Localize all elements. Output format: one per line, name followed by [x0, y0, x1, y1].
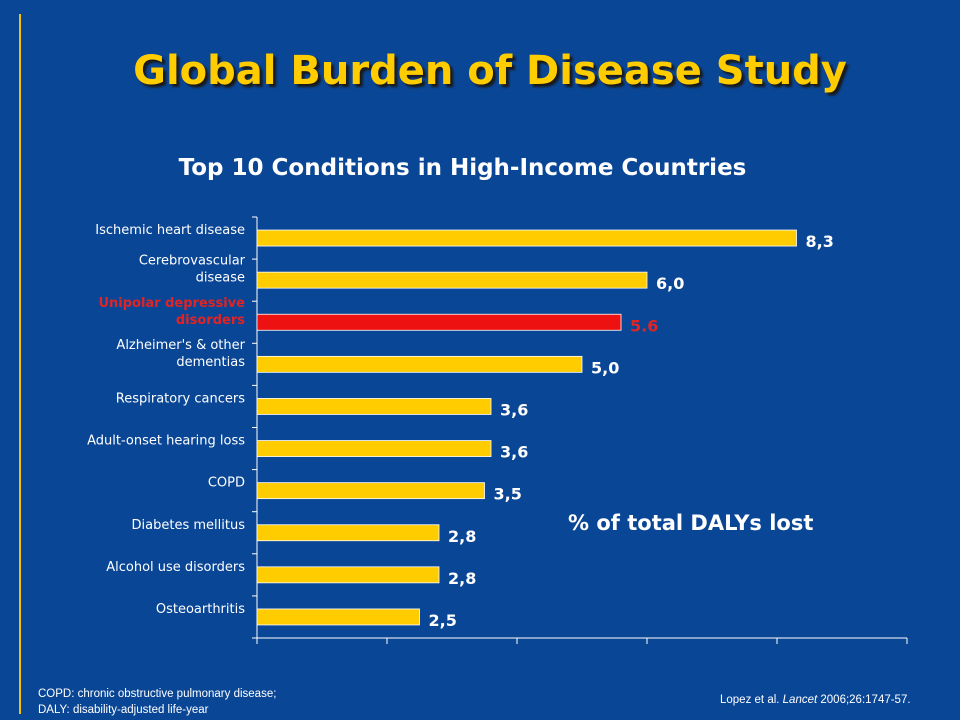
chart-bars	[256, 229, 797, 626]
category-label-1: Cerebrovascular disease	[139, 254, 246, 286]
category-label-1-line-1: disease	[196, 271, 245, 286]
value-label-0: 8,3	[806, 232, 834, 251]
bar-2	[256, 313, 622, 331]
value-label-6: 3,5	[494, 485, 522, 504]
category-label-6-line-0: COPD	[208, 476, 245, 491]
category-label-2-line-1: disorders	[176, 313, 245, 328]
citation-details: 2006;26:1747-57.	[817, 694, 911, 706]
footnote: COPD: chronic obstructive pulmonary dise…	[38, 686, 276, 718]
bar-1	[256, 271, 648, 289]
category-label-3: Alzheimer's & other dementias	[116, 338, 245, 370]
bar-7	[256, 524, 440, 542]
category-label-3-line-1: dementias	[176, 355, 245, 370]
category-label-2: Unipolar depressive disorders	[98, 296, 245, 328]
value-label-2: 5.6	[630, 316, 658, 335]
units-note: % of total DALYs lost	[568, 511, 814, 535]
category-label-7-line-0: Diabetes mellitus	[132, 518, 246, 533]
value-labels: 8,3 6,0 5.6 5,0 3,6 3,6 3,5 2,8 2,8 2,5	[429, 232, 834, 630]
category-label-5-line-0: Adult-onset hearing loss	[87, 434, 245, 449]
value-label-5: 3,6	[500, 443, 528, 462]
value-label-3: 5,0	[591, 358, 619, 377]
category-label-0-line-0: Ischemic heart disease	[95, 223, 245, 238]
category-label-7: Diabetes mellitus	[132, 518, 246, 533]
category-label-3-line-0: Alzheimer's & other	[116, 338, 245, 353]
bar-5	[256, 440, 492, 457]
category-label-2-line-0: Unipolar depressive	[98, 296, 245, 311]
chart-title: Top 10 Conditions in High-Income Countri…	[178, 155, 747, 181]
category-label-8-line-0: Alcohol use disorders	[106, 560, 245, 575]
bar-8	[256, 566, 440, 584]
citation: Lopez et al. Lancet 2006;26:1747-57.	[720, 694, 911, 706]
category-label-1-line-0: Cerebrovascular	[139, 254, 246, 269]
category-label-0: Ischemic heart disease	[95, 223, 245, 238]
citation-journal: Lancet	[782, 694, 818, 706]
category-labels: Ischemic heart disease Cerebrovascular dis…	[87, 223, 246, 617]
category-label-4: Respiratory cancers	[116, 391, 245, 406]
value-label-1: 6,0	[656, 274, 684, 293]
value-label-4: 3,6	[500, 400, 528, 419]
category-label-5: Adult-onset hearing loss	[87, 434, 245, 449]
left-accent-rule	[19, 14, 21, 714]
bar-3	[256, 355, 583, 373]
value-label-7: 2,8	[448, 527, 476, 546]
category-label-4-line-0: Respiratory cancers	[116, 391, 245, 406]
bar-0	[256, 229, 797, 247]
footnote-line-copd: COPD: chronic obstructive pulmonary dise…	[38, 688, 277, 700]
bar-9	[256, 608, 420, 626]
footnote-line-daly: DALY: disability-adjusted life-year	[38, 704, 209, 716]
category-label-9-line-0: Osteoarthritis	[156, 602, 245, 617]
category-label-6: COPD	[208, 476, 245, 491]
bar-4	[256, 398, 492, 415]
category-label-8: Alcohol use disorders	[106, 560, 245, 575]
value-label-8: 2,8	[448, 569, 476, 588]
slide-title: Global Burden of Disease Study	[133, 48, 847, 94]
citation-authors: Lopez et al.	[720, 694, 783, 706]
value-label-9: 2,5	[429, 611, 457, 630]
bar-6	[256, 482, 485, 500]
category-label-9: Osteoarthritis	[156, 602, 245, 617]
